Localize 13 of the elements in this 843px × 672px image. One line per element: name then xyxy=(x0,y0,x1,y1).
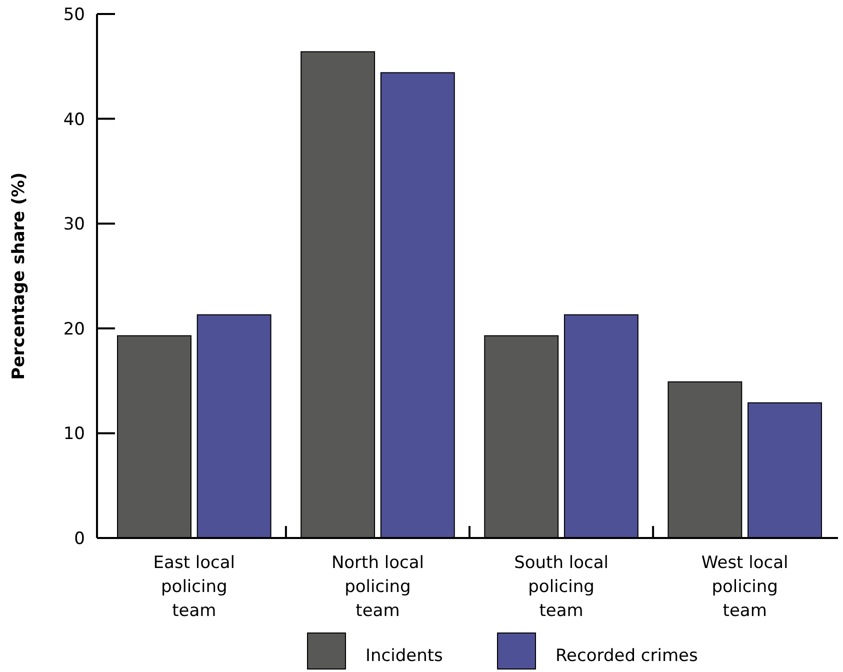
x-tick-label: North local policing team xyxy=(331,553,424,621)
y-tick-label: 40 xyxy=(63,110,85,130)
legend-label: Recorded crimes xyxy=(556,646,698,666)
y-tick-label: 30 xyxy=(63,214,85,235)
y-tick-label: 0 xyxy=(74,528,85,549)
x-tick-label: West local policing team xyxy=(701,553,788,621)
legend-label: Incidents xyxy=(366,646,444,666)
x-tick-label: East local policing team xyxy=(153,553,236,621)
y-tick-label: 50 xyxy=(63,4,85,25)
y-axis-title: Percentage share (%) xyxy=(9,172,29,380)
y-tick-label: 20 xyxy=(63,319,85,340)
x-tick-label: South local policing team xyxy=(514,553,608,621)
y-tick-label: 10 xyxy=(63,424,85,444)
